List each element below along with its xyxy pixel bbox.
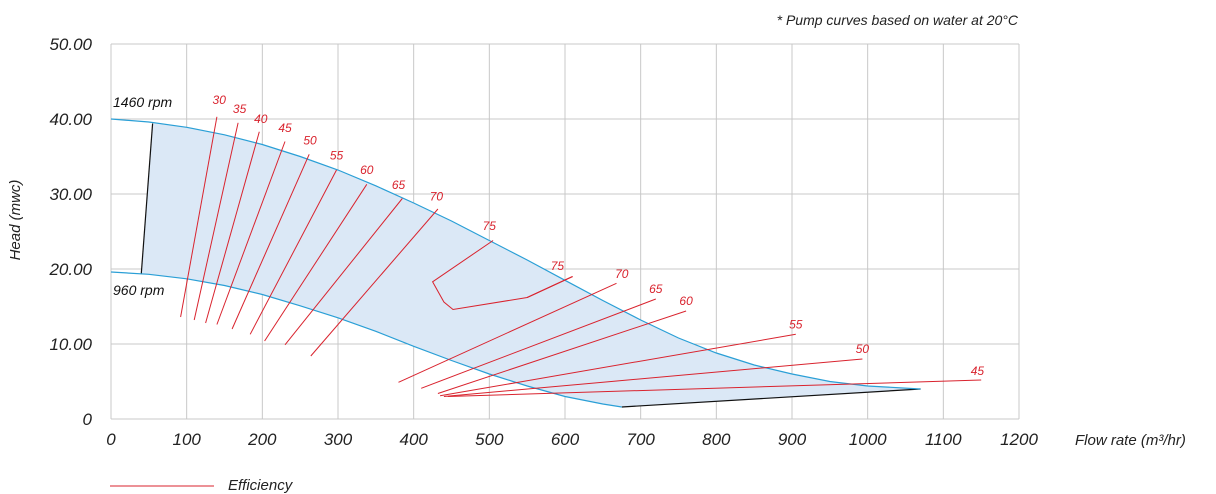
efficiency-label: 45 (971, 364, 985, 378)
efficiency-label: 75 (483, 219, 497, 233)
rpm-low-label: 960 rpm (113, 282, 165, 298)
x-tick-label: 400 (400, 430, 429, 449)
y-tick-label: 50.00 (49, 35, 92, 54)
efficiency-line (193, 122, 239, 321)
pump-curve-line (110, 118, 921, 390)
efficiency-line (205, 131, 260, 324)
y-tick-label: 0 (83, 410, 93, 429)
efficiency-label: 50 (303, 134, 317, 148)
x-tick-label: 200 (247, 430, 277, 449)
x-tick-label: 1000 (849, 430, 887, 449)
y-tick-labels: 0 10.00 20.00 30.00 40.00 50.00 (48, 35, 92, 429)
efficiency-line (284, 198, 403, 346)
efficiency-label: 60 (360, 163, 374, 177)
efficiency-label: 65 (649, 282, 663, 296)
efficiency-line (231, 154, 310, 330)
legend-label: Efficiency (228, 477, 294, 494)
x-tick-labels: 0 100 200 300 400 500 600 700 800 900 1000 1100 1200 (106, 430, 1038, 449)
note-text: * Pump curves based on water at 20°C (777, 12, 1019, 28)
x-tick-label: 600 (551, 430, 580, 449)
x-tick-label: 1100 (925, 430, 962, 449)
boundary-line (140, 123, 154, 274)
efficiency-label: 75 (551, 259, 565, 273)
y-tick-label: 10.00 (49, 335, 92, 354)
efficiency-line (264, 184, 368, 342)
efficiency-label: 60 (679, 294, 693, 308)
efficiency-line (440, 333, 796, 397)
efficiency-label: 50 (856, 342, 870, 356)
boundaries (140, 123, 921, 408)
efficiency-label: 55 (330, 149, 344, 163)
x-axis-title: Flow rate (m³/hr) (1075, 432, 1186, 449)
y-tick-label: 20.00 (48, 260, 92, 279)
efficiency-line (437, 310, 687, 394)
x-tick-label: 800 (702, 430, 731, 449)
efficiency-line (216, 141, 286, 325)
efficiency-line (421, 298, 656, 389)
x-tick-label: 900 (778, 430, 807, 449)
efficiency-label: 70 (615, 267, 629, 281)
efficiency-line (443, 358, 863, 397)
efficiency-label: 45 (278, 121, 292, 135)
efficiency-line (526, 276, 573, 298)
operating-area-fill (141, 123, 921, 407)
efficiency-label: 30 (213, 93, 227, 107)
efficiency-line (249, 169, 337, 335)
efficiency-lines (180, 116, 982, 397)
y-tick-label: 40.00 (49, 110, 92, 129)
efficiency-label: 65 (392, 178, 406, 192)
x-tick-label: 300 (324, 430, 353, 449)
grid (110, 43, 1020, 420)
efficiency-line (398, 282, 617, 383)
x-tick-label: 700 (627, 430, 656, 449)
efficiency-label: 70 (430, 190, 444, 204)
efficiency-label: 40 (254, 112, 268, 126)
y-axis-title: Head (mwc) (7, 180, 24, 261)
efficiency-line (180, 116, 218, 318)
y-tick-label: 30.00 (49, 185, 92, 204)
efficiency-line (447, 379, 982, 397)
rpm-high-label: 1460 rpm (113, 94, 172, 110)
x-tick-label: 1200 (1000, 430, 1038, 449)
x-tick-label: 100 (173, 430, 202, 449)
x-tick-label: 500 (475, 430, 504, 449)
efficiency-label: 55 (789, 317, 803, 331)
efficiency-labels: 30 35 40 45 50 55 60 65 70 75 75 70 65 60 55 50 45 (213, 93, 985, 378)
efficiency-line (310, 208, 439, 357)
efficiency-label: 35 (233, 102, 247, 116)
x-tick-label: 0 (106, 430, 116, 449)
boundary-line (621, 388, 921, 408)
